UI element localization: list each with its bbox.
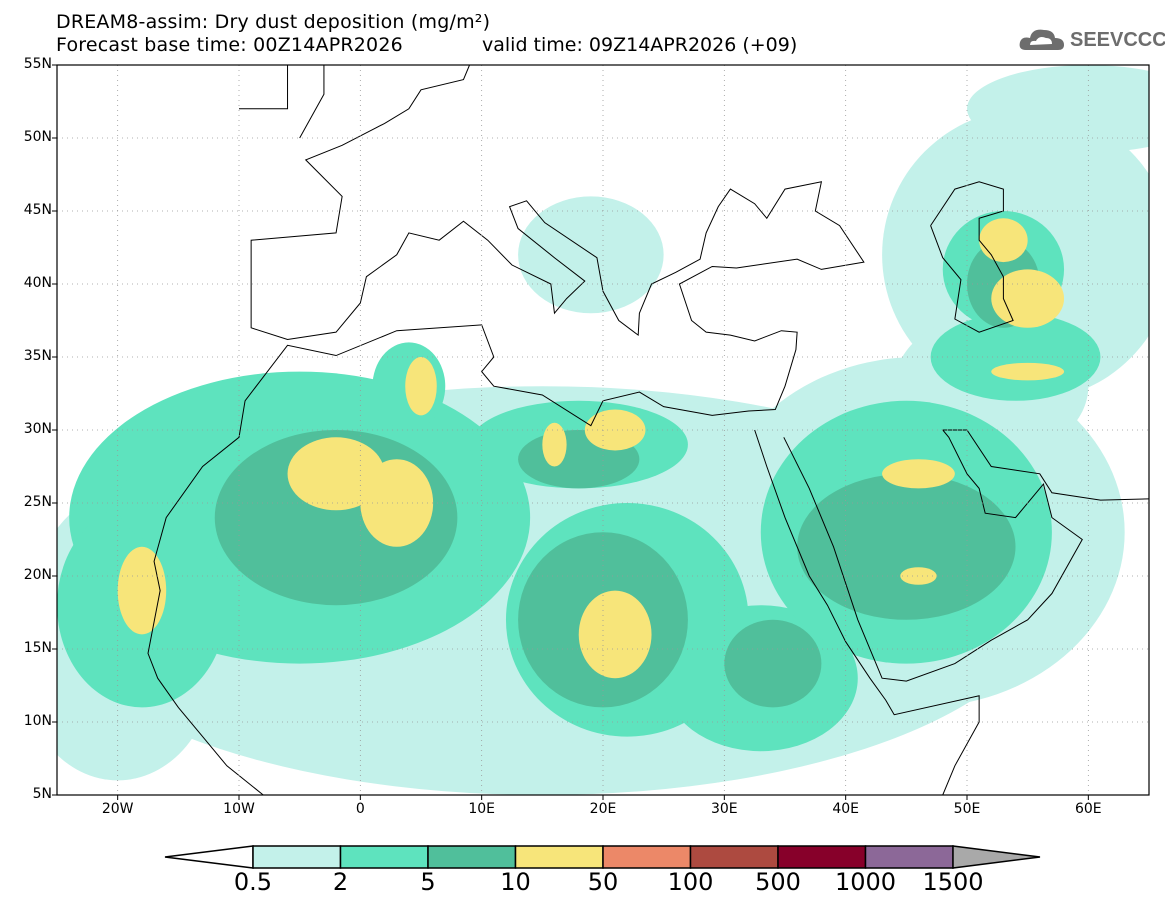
colorbar-swatch: [252, 845, 342, 869]
base-time: Forecast base time: 00Z14APR2026: [56, 34, 403, 56]
colorbar-label: 10: [500, 868, 531, 896]
lon-label: 20E: [589, 801, 617, 817]
dust-region: [797, 473, 1016, 620]
lat-label: 55N: [23, 56, 52, 72]
lat-label: 5N: [32, 786, 52, 802]
colorbar-below-arrow: [164, 845, 254, 869]
colorbar-swatch: [514, 845, 604, 869]
lat-label: 20N: [23, 567, 52, 583]
lat-label: 25N: [23, 494, 52, 510]
lon-label: 60E: [1074, 801, 1102, 817]
colorbar-swatch: [602, 845, 692, 869]
dust-region: [930, 313, 1101, 401]
coastline: [930, 181, 1014, 333]
lon-label: 20W: [101, 801, 134, 817]
coastline: [147, 65, 865, 795]
logo-text: SEEVCCC: [1070, 28, 1165, 51]
dust-region: [117, 546, 167, 635]
dust-region: [584, 409, 646, 451]
lon-label: 10E: [468, 801, 495, 817]
colorbar-swatch: [777, 845, 867, 869]
dust-region: [724, 619, 822, 708]
dust-region: [542, 422, 567, 467]
colorbar-label: 1000: [834, 868, 897, 896]
coastline: [239, 65, 289, 110]
dust-region: [518, 196, 664, 314]
lon-label: 50E: [953, 801, 981, 817]
map-title: DREAM8-assim: Dry dust deposition (mg/m²…: [56, 11, 491, 33]
lat-label: 10N: [23, 713, 52, 729]
colorbar-swatch: [689, 845, 779, 869]
dust-region: [578, 590, 652, 679]
lat-label: 15N: [23, 640, 52, 656]
dust-region: [991, 269, 1065, 328]
dust-region: [360, 459, 434, 547]
colorbar-above-arrow: [952, 845, 1041, 869]
colorbar-label: 500: [755, 868, 801, 896]
dust-region: [967, 65, 1149, 153]
colorbar-label: 2: [332, 868, 349, 896]
dust-region: [405, 357, 437, 416]
coastline: [299, 65, 325, 139]
lon-label: 0: [355, 801, 365, 817]
lon-label: 40E: [832, 801, 859, 817]
coastline: [754, 429, 980, 795]
lon-label: 30E: [710, 801, 738, 817]
colorbar-label: 100: [667, 868, 714, 896]
dust-region: [991, 362, 1065, 381]
colorbar-swatch: [864, 845, 954, 869]
coastline: [783, 429, 1149, 682]
lon-label: 10W: [223, 801, 255, 817]
cloud-icon: [1019, 29, 1064, 50]
colorbar-label: 50: [587, 868, 619, 896]
dust-region: [900, 567, 937, 585]
lat-label: 30N: [23, 421, 52, 437]
colorbar-swatch: [427, 845, 517, 869]
lat-label: 50N: [23, 129, 52, 145]
dust-region: [882, 459, 955, 489]
colorbar-label: 5: [420, 868, 436, 896]
colorbar-label: 1500: [922, 868, 984, 896]
lat-label: 40N: [23, 275, 52, 291]
colorbar-swatch: [339, 845, 429, 869]
seevccc-logo: SEEVCCC: [1018, 26, 1165, 54]
dust-region: [979, 218, 1028, 263]
lat-label: 45N: [23, 202, 52, 218]
colorbar-label: 0.5: [233, 868, 273, 896]
valid-time: valid time: 09Z14APR2026 (+09): [482, 34, 798, 56]
colorbar: [164, 845, 1041, 869]
lat-label: 35N: [23, 348, 52, 364]
dust-region: [117, 459, 239, 547]
